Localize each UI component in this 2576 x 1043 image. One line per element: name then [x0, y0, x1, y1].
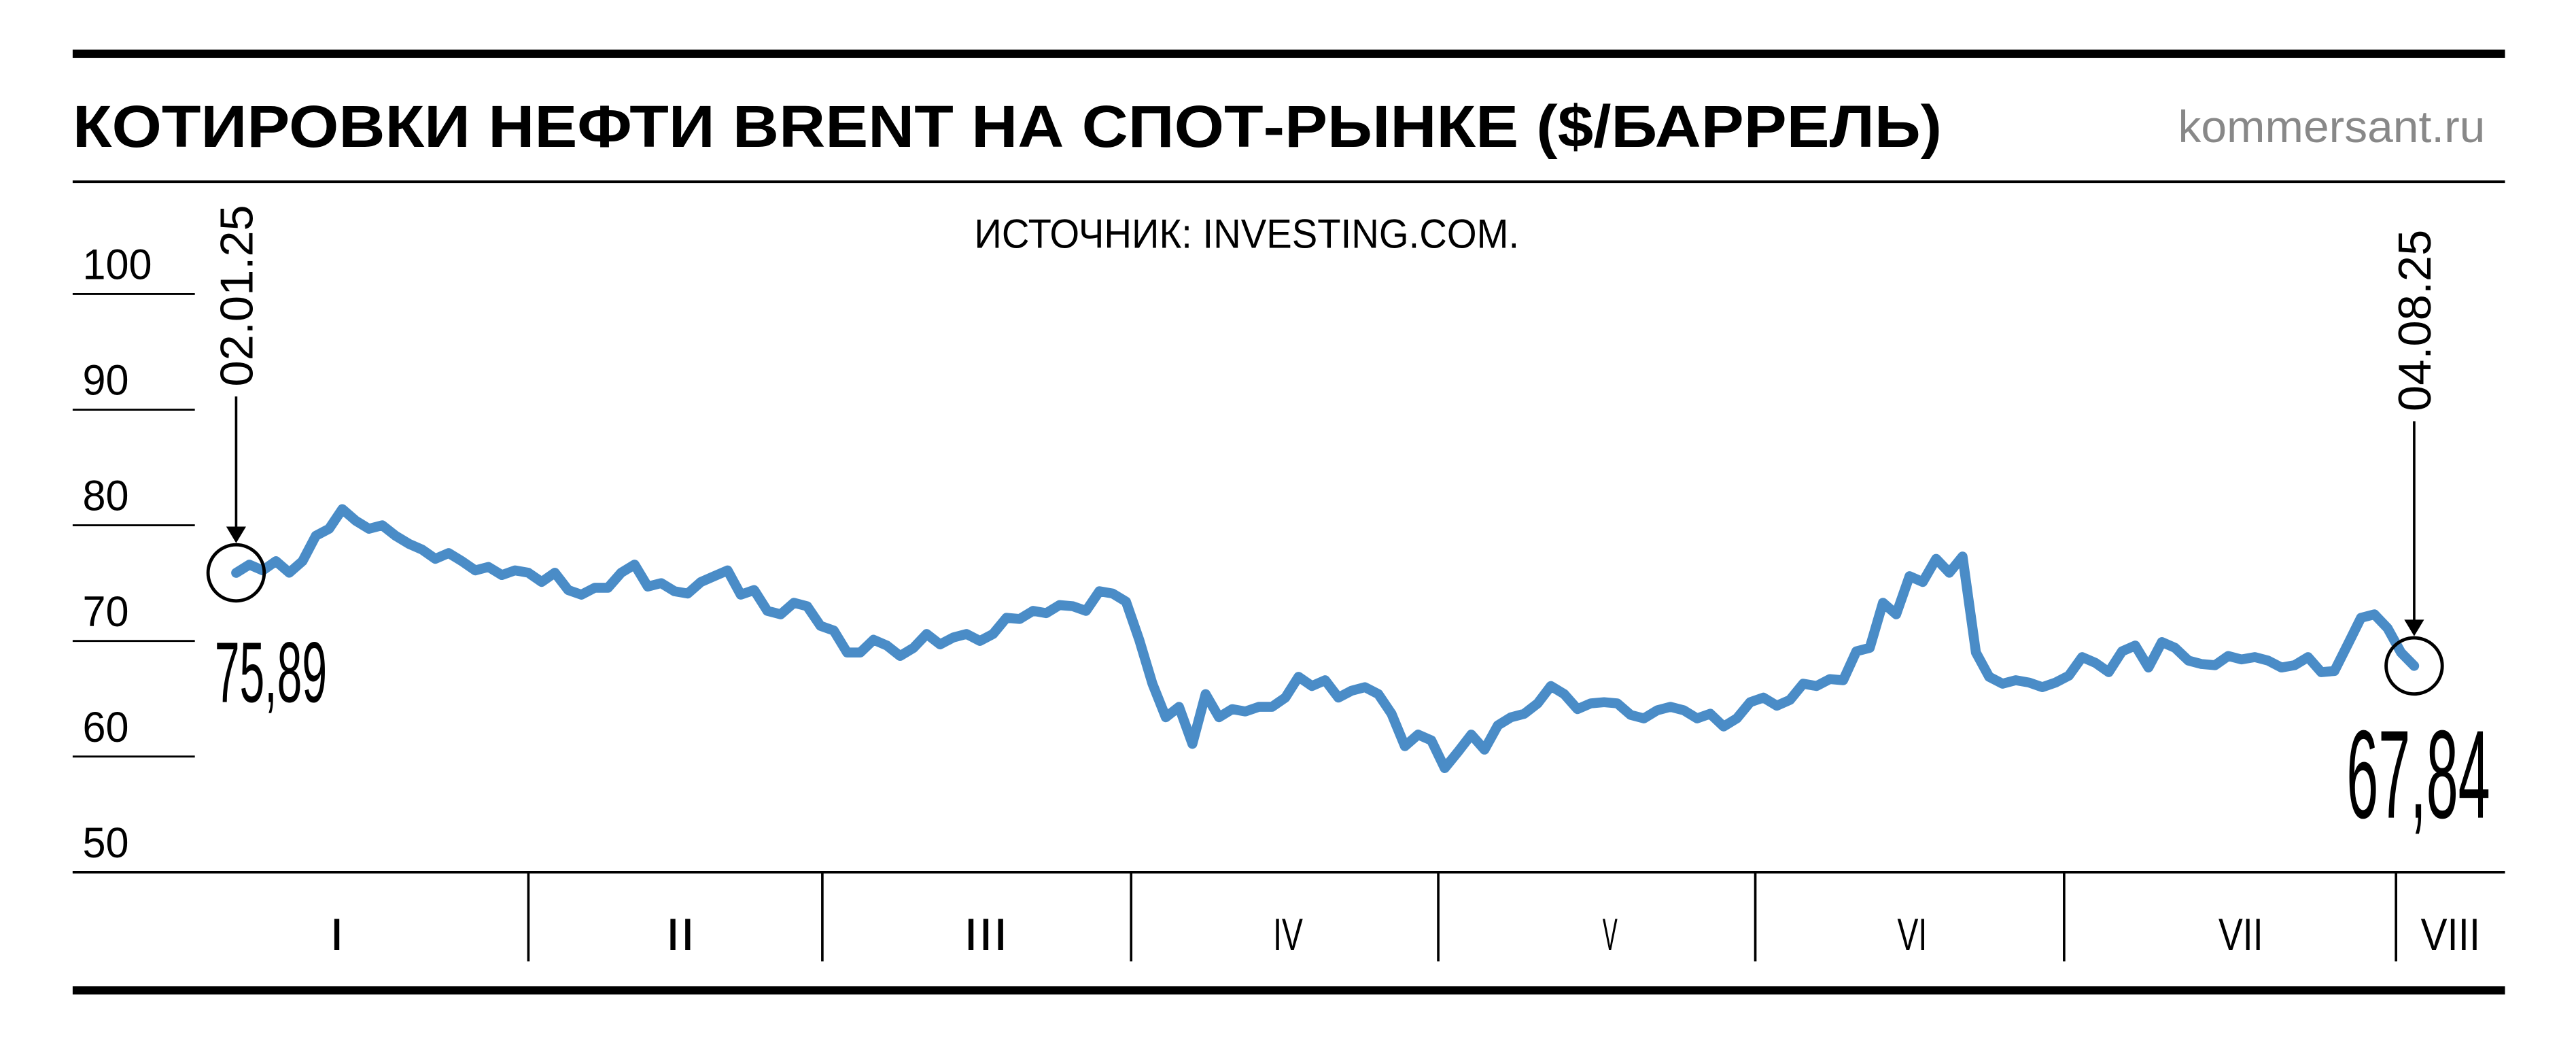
end-marker: [206, 543, 266, 603]
site-name: kommersant.ru: [2178, 102, 2485, 152]
month-label: VIII: [2421, 910, 2480, 959]
end-marker: [2384, 636, 2444, 696]
y-tick-label: 90: [82, 357, 128, 405]
top-rule: [72, 49, 2505, 58]
month-label: VI: [1897, 910, 1927, 959]
bottom-rule: [72, 986, 2505, 995]
month-label: V: [1603, 910, 1618, 959]
y-tick-label: 50: [82, 819, 128, 867]
date-label: 04.08.25: [2389, 230, 2441, 411]
price-line: [231, 504, 2420, 774]
arrow-head: [226, 526, 246, 543]
month-label: IV: [1273, 910, 1303, 959]
y-tick-label: 70: [82, 588, 128, 636]
y-tick-label: 100: [82, 241, 152, 289]
month-label: VII: [2218, 910, 2263, 959]
month-label: I: [330, 910, 345, 959]
date-label: 02.01.25: [211, 205, 263, 386]
month-label: III: [964, 910, 1009, 959]
source: ИСТОЧНИК: INVESTING.COM.: [974, 210, 1519, 256]
chart-title: КОТИРОВКИ НЕФТИ BRENT НА СПОТ-РЫНКЕ ($/Б…: [73, 93, 1942, 160]
month-label: II: [665, 910, 695, 959]
value-label: 67,84: [2346, 705, 2490, 845]
y-tick-label: 80: [82, 473, 128, 520]
value-label: 75,89: [215, 625, 327, 721]
arrow-head: [2404, 619, 2424, 636]
y-tick-label: 60: [82, 704, 128, 751]
